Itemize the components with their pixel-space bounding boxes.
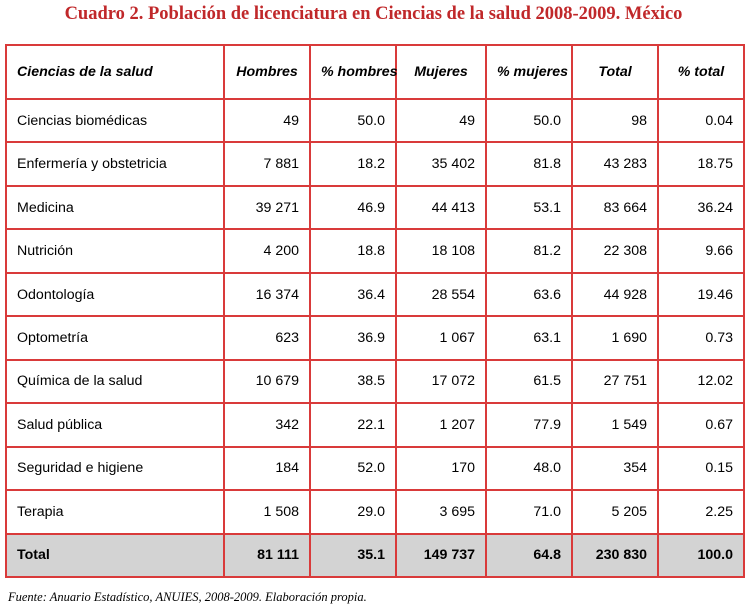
header-pct-mujeres: % mujeres — [487, 46, 573, 100]
cell-mujeres: 18 108 — [397, 230, 487, 274]
header-total: Total — [573, 46, 659, 100]
cell-hombres: 342 — [225, 404, 311, 448]
cell-hombres: 10 679 — [225, 360, 311, 405]
cell-mujeres: 3 695 — [397, 491, 487, 535]
cell-area: Química de la salud — [7, 360, 225, 405]
cell-pct-hombres: 46.9 — [311, 186, 397, 231]
table-row: Química de la salud 10 679 38.5 17 072 61.5 2… — [7, 360, 743, 405]
cell-pct-hombres: 22.1 — [311, 404, 397, 448]
cell-total: 98 — [573, 100, 659, 144]
cell-total: 354 — [573, 447, 659, 492]
total-pct-total: 100.0 — [659, 534, 743, 576]
header-mujeres: Mujeres — [397, 46, 487, 100]
table-row: Odontología 16 374 36.4 28 554 63.6 44 928 19.… — [7, 273, 743, 318]
cell-pct-hombres: 36.4 — [311, 273, 397, 318]
cell-hombres: 16 374 — [225, 273, 311, 318]
table-row: Nutrición 4 200 18.8 18 108 81.2 22 308 9.66 — [7, 230, 743, 274]
total-pct-hombres: 35.1 — [311, 534, 397, 576]
cell-mujeres: 170 — [397, 447, 487, 492]
cell-mujeres: 28 554 — [397, 273, 487, 318]
cell-pct-mujeres: 53.1 — [487, 186, 573, 231]
cell-pct-mujeres: 63.6 — [487, 273, 573, 318]
cell-pct-total: 9.66 — [659, 230, 743, 274]
cell-pct-mujeres: 81.2 — [487, 230, 573, 274]
cell-mujeres: 44 413 — [397, 186, 487, 231]
cell-mujeres: 1 207 — [397, 404, 487, 448]
cell-hombres: 39 271 — [225, 186, 311, 231]
cell-area: Ciencias biomédicas — [7, 100, 225, 144]
cell-area: Enfermería y obstetricia — [7, 143, 225, 187]
cell-area: Optometría — [7, 317, 225, 361]
cell-pct-mujeres: 50.0 — [487, 100, 573, 144]
cell-hombres: 4 200 — [225, 230, 311, 274]
cell-mujeres: 35 402 — [397, 143, 487, 187]
cell-pct-total: 0.04 — [659, 100, 743, 144]
cell-pct-mujeres: 71.0 — [487, 491, 573, 535]
cell-area: Nutrición — [7, 230, 225, 274]
cell-area: Seguridad e higiene — [7, 447, 225, 492]
cell-pct-mujeres: 63.1 — [487, 317, 573, 361]
cell-hombres: 7 881 — [225, 143, 311, 187]
cell-hombres: 1 508 — [225, 491, 311, 535]
cell-hombres: 623 — [225, 317, 311, 361]
table-row: Medicina 39 271 46.9 44 413 53.1 83 664 36.24 — [7, 186, 743, 231]
cell-total: 5 205 — [573, 491, 659, 535]
cell-pct-total: 0.67 — [659, 404, 743, 448]
cell-pct-total: 0.15 — [659, 448, 743, 492]
cell-pct-total: 2.25 — [659, 491, 743, 535]
header-row: Ciencias de la salud Hombres % hombres M… — [7, 46, 743, 100]
cell-total: 1 549 — [573, 404, 659, 448]
total-mujeres: 149 737 — [397, 534, 487, 576]
cell-pct-total: 18.75 — [659, 143, 743, 187]
header-ciencias: Ciencias de la salud — [7, 46, 225, 100]
total-total: 230 830 — [573, 534, 659, 576]
cell-pct-total: 12.02 — [659, 361, 743, 405]
cell-pct-mujeres: 48.0 — [487, 447, 573, 492]
cell-pct-mujeres: 77.9 — [487, 404, 573, 448]
cell-total: 44 928 — [573, 273, 659, 318]
cell-mujeres: 17 072 — [397, 360, 487, 405]
header-pct-hombres: % hombres — [311, 46, 397, 100]
cell-pct-total: 36.24 — [659, 187, 743, 231]
cell-hombres: 49 — [225, 100, 311, 144]
cell-area: Odontología — [7, 273, 225, 318]
cell-pct-hombres: 36.9 — [311, 317, 397, 361]
header-pct-total: % total — [659, 46, 743, 100]
data-table: Ciencias de la salud Hombres % hombres M… — [5, 44, 745, 578]
total-pct-mujeres: 64.8 — [487, 534, 573, 576]
cell-total: 83 664 — [573, 186, 659, 231]
cell-area: Terapia — [7, 491, 225, 535]
table-row: Terapia 1 508 29.0 3 695 71.0 5 205 2.25 — [7, 491, 743, 535]
total-area: Total — [7, 534, 225, 576]
header-hombres: Hombres — [225, 46, 311, 100]
cell-area: Medicina — [7, 186, 225, 231]
table-row: Seguridad e higiene 184 52.0 170 48.0 354 0.15 — [7, 447, 743, 492]
table-title: Cuadro 2. Población de licenciatura en C… — [64, 4, 683, 24]
cell-total: 1 690 — [573, 317, 659, 361]
cell-pct-total: 19.46 — [659, 274, 743, 318]
cell-total: 27 751 — [573, 360, 659, 405]
cell-pct-mujeres: 81.8 — [487, 143, 573, 187]
cell-pct-mujeres: 61.5 — [487, 360, 573, 405]
source-note: Fuente: Anuario Estadístico, ANUIES, 200… — [8, 590, 367, 604]
table-row: Optometría 623 36.9 1 067 63.1 1 690 0.73 — [7, 317, 743, 361]
cell-pct-hombres: 29.0 — [311, 491, 397, 535]
cell-pct-hombres: 52.0 — [311, 447, 397, 492]
cell-hombres: 184 — [225, 447, 311, 492]
cell-mujeres: 49 — [397, 100, 487, 144]
cell-total: 43 283 — [573, 143, 659, 187]
cell-pct-total: 0.73 — [659, 317, 743, 361]
total-hombres: 81 111 — [225, 534, 311, 576]
cell-mujeres: 1 067 — [397, 317, 487, 361]
table-row: Enfermería y obstetricia 7 881 18.2 35 402 8… — [7, 143, 743, 187]
cell-area: Salud pública — [7, 404, 225, 448]
table-row: Salud pública 342 22.1 1 207 77.9 1 549 0.67 — [7, 404, 743, 448]
cell-pct-hombres: 38.5 — [311, 360, 397, 405]
cell-pct-hombres: 50.0 — [311, 100, 397, 144]
total-row: Total 81 111 35.1 149 737 64.8 230 830 100.0 — [7, 534, 743, 576]
cell-pct-hombres: 18.8 — [311, 230, 397, 274]
table-row: Ciencias biomédicas 49 50.0 49 50.0 98 0.04 — [7, 100, 743, 144]
cell-pct-hombres: 18.2 — [311, 143, 397, 187]
cell-total: 22 308 — [573, 230, 659, 274]
